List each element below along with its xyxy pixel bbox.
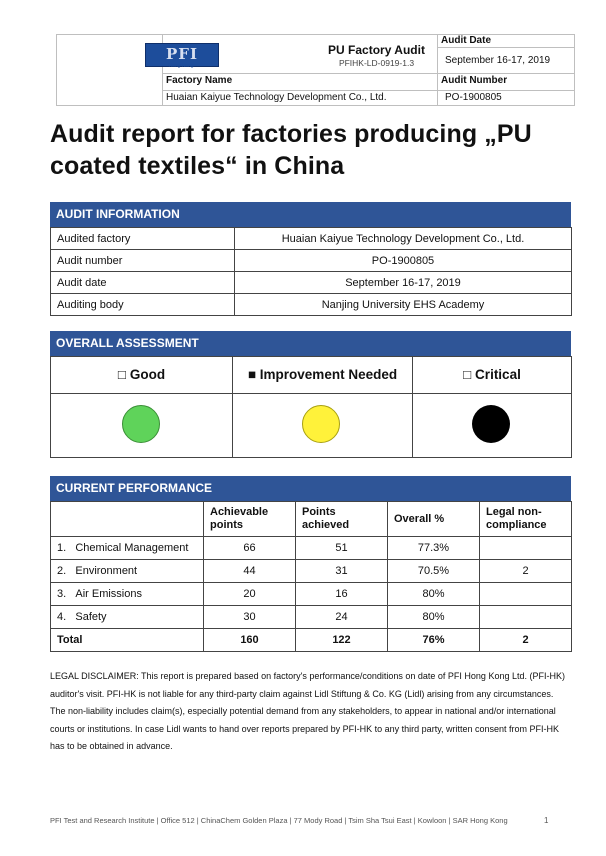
table-row: 1. Chemical Management 66 51 77.3% — [50, 536, 572, 560]
factory-name-value: Huaian Kaiyue Technology Development Co.… — [166, 92, 387, 103]
achievable-points: 44 — [203, 559, 296, 583]
row-number: 2. — [57, 565, 67, 577]
page-footer: PFI Test and Research Institute | Office… — [50, 816, 508, 825]
overall-percent: 77.3% — [387, 536, 480, 560]
row-number: 4. — [57, 611, 67, 623]
achievable-points: 66 — [203, 536, 296, 560]
table-row: Audit number PO-1900805 — [50, 249, 572, 272]
column-header: Legal non-compliance — [479, 501, 572, 537]
category-name: Chemical Management — [75, 542, 189, 554]
grid-divider — [51, 393, 571, 394]
header-divider — [163, 90, 574, 91]
category-cell: 1. Chemical Management — [50, 536, 204, 560]
total-achieved: 122 — [295, 628, 388, 652]
table-row: Audit date September 16-17, 2019 — [50, 271, 572, 294]
achievable-points: 30 — [203, 605, 296, 629]
row-label: Audit number — [50, 249, 235, 272]
total-label: Total — [50, 628, 204, 652]
table-header-row: Achievable points Points achieved Overal… — [50, 501, 572, 537]
column-header — [50, 501, 204, 537]
header-title: PU Factory Audit — [328, 43, 425, 57]
audit-information-table: Audited factory Huaian Kaiyue Technology… — [50, 227, 572, 316]
row-number: 3. — [57, 588, 67, 600]
points-achieved: 16 — [295, 582, 388, 606]
current-performance-heading: CURRENT PERFORMANCE — [50, 476, 571, 501]
row-label: Audited factory — [50, 227, 235, 250]
column-header: Overall % — [387, 501, 480, 537]
logo-subtitle: Hong Kong — [168, 63, 194, 69]
row-label: Auditing body — [50, 293, 235, 316]
audit-date-value: September 16-17, 2019 — [445, 55, 551, 66]
row-value: September 16-17, 2019 — [234, 271, 572, 294]
audit-number-value: PO-1900805 — [445, 92, 502, 103]
row-value: Huaian Kaiyue Technology Development Co.… — [234, 227, 572, 250]
table-row: Audited factory Huaian Kaiyue Technology… — [50, 227, 572, 250]
points-achieved: 24 — [295, 605, 388, 629]
audit-number-label: Audit Number — [441, 75, 508, 86]
assessment-critical-option: □ Critical — [463, 367, 521, 382]
document-code: PFIHK-LD-0919-1.3 — [338, 58, 415, 68]
factory-name-label: Factory Name — [166, 75, 233, 86]
header-divider — [437, 47, 574, 48]
document-header — [56, 34, 575, 106]
category-name: Environment — [75, 565, 138, 577]
total-overall: 76% — [387, 628, 480, 652]
grid-divider — [232, 357, 233, 457]
pfi-logo: PFI — [145, 43, 219, 67]
table-row: 2. Environment 44 31 70.5% 2 — [50, 559, 572, 583]
overall-assessment-heading: OVERALL ASSESSMENT — [50, 331, 571, 356]
row-number: 1. — [57, 542, 67, 554]
overall-percent: 80% — [387, 605, 480, 629]
overall-percent: 80% — [387, 582, 480, 606]
points-achieved: 31 — [295, 559, 388, 583]
blank-logo-cell — [57, 35, 163, 105]
legal-non-compliance — [479, 605, 572, 629]
category-cell: 4. Safety — [50, 605, 204, 629]
table-row: Auditing body Nanjing University EHS Aca… — [50, 293, 572, 316]
overall-assessment-grid: □ Good ■ Improvement Needed □ Critical — [50, 356, 572, 458]
green-status-circle — [122, 405, 160, 443]
column-header: Achievable points — [203, 501, 296, 537]
total-legal: 2 — [479, 628, 572, 652]
assessment-improvement-option: ■ Improvement Needed — [247, 367, 398, 382]
category-cell: 3. Air Emissions — [50, 582, 204, 606]
report-title: Audit report for factories producing „PU… — [50, 120, 532, 180]
overall-percent: 70.5% — [387, 559, 480, 583]
row-value: PO-1900805 — [234, 249, 572, 272]
assessment-good-option: □ Good — [117, 367, 166, 382]
table-row: 4. Safety 30 24 80% — [50, 605, 572, 629]
row-label: Audit date — [50, 271, 235, 294]
total-achievable: 160 — [203, 628, 296, 652]
column-header: Points achieved — [295, 501, 388, 537]
achievable-points: 20 — [203, 582, 296, 606]
category-name: Air Emissions — [75, 588, 142, 600]
legal-non-compliance — [479, 536, 572, 560]
header-divider — [437, 35, 438, 105]
legal-non-compliance: 2 — [479, 559, 572, 583]
table-row: 3. Air Emissions 20 16 80% — [50, 582, 572, 606]
audit-information-heading: AUDIT INFORMATION — [50, 202, 571, 227]
yellow-status-circle — [302, 405, 340, 443]
legal-disclaimer: LEGAL DISCLAIMER: This report is prepare… — [50, 671, 565, 751]
points-achieved: 51 — [295, 536, 388, 560]
audit-date-label: Audit Date — [441, 35, 491, 46]
total-row: Total 160 122 76% 2 — [50, 628, 572, 652]
grid-divider — [412, 357, 413, 457]
legal-non-compliance — [479, 582, 572, 606]
header-divider — [163, 73, 574, 74]
category-name: Safety — [75, 611, 107, 623]
black-status-circle — [472, 405, 510, 443]
row-value: Nanjing University EHS Academy — [234, 293, 572, 316]
logo-text: PFI — [166, 45, 198, 63]
category-cell: 2. Environment — [50, 559, 204, 583]
page-number: 1 — [544, 816, 549, 825]
current-performance-table: Achievable points Points achieved Overal… — [50, 501, 572, 652]
